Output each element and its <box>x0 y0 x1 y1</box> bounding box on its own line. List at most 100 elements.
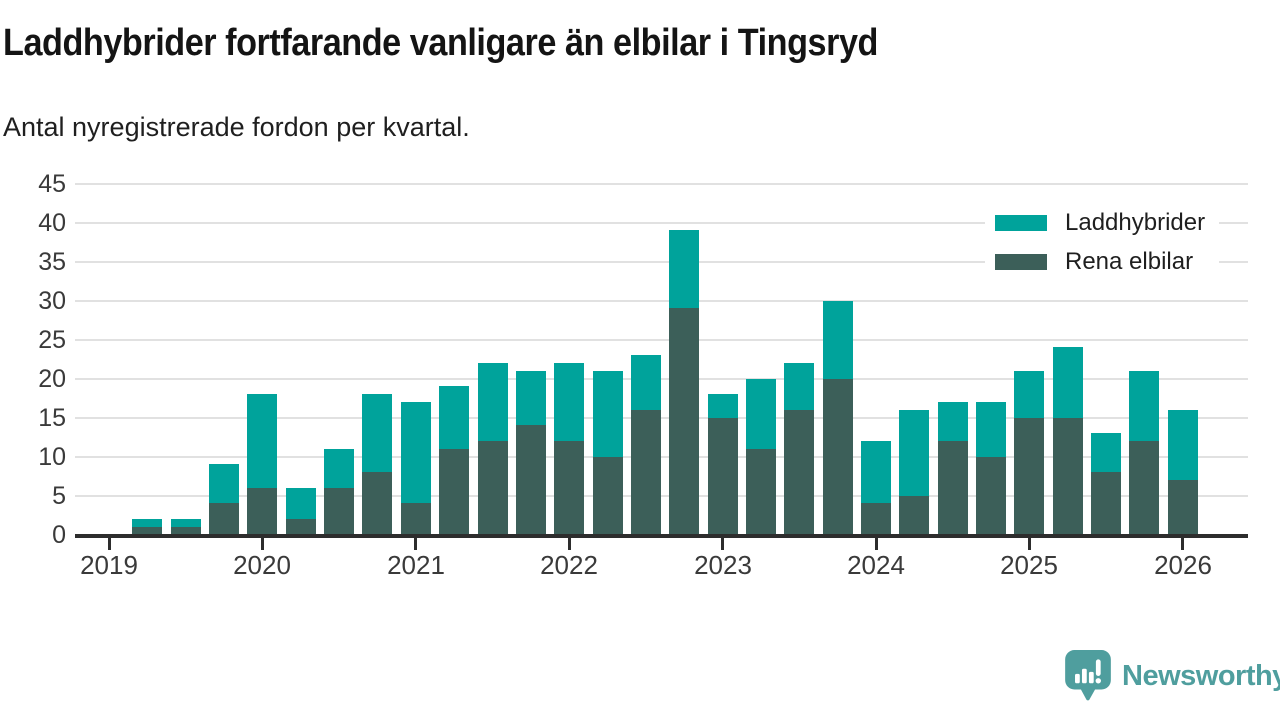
bar-2025-Q1-laddhybrider <box>1014 371 1044 418</box>
bar-2024-Q4-laddhybrider <box>976 402 1006 457</box>
gridline-y-20 <box>75 378 1248 380</box>
bar-2020-Q3-rena-elbilar <box>324 488 354 537</box>
x-axis-label-2025: 2025 <box>1000 550 1058 580</box>
y-axis-label-30: 30 <box>38 287 66 315</box>
bar-2022-Q2-rena-elbilar <box>593 457 623 537</box>
y-axis-label-5: 5 <box>52 482 66 510</box>
bar-2021-Q2-laddhybrider <box>439 386 469 449</box>
x-axis-label-2024: 2024 <box>847 550 905 580</box>
bar-2021-Q1-rena-elbilar <box>401 503 431 537</box>
x-axis-label-2022: 2022 <box>540 550 598 580</box>
bar-2022-Q4-laddhybrider <box>669 230 699 308</box>
bar-2024-Q1-laddhybrider <box>861 441 891 503</box>
y-axis-label-10: 10 <box>38 443 66 471</box>
bar-2021-Q4-laddhybrider <box>516 371 546 425</box>
x-axis-label-2023: 2023 <box>694 550 752 580</box>
brand-name: Newsworthy <box>1122 659 1280 692</box>
legend-label-laddhybrider: Laddhybrider <box>1065 209 1206 236</box>
x-tick-2025 <box>1028 537 1031 550</box>
y-axis-label-35: 35 <box>38 248 66 276</box>
bar-2023-Q2-rena-elbilar <box>746 449 776 537</box>
bar-2024-Q3-laddhybrider <box>938 402 968 441</box>
chart-title: Laddhybrider fortfarande vanligare än el… <box>3 22 878 64</box>
bar-2021-Q3-rena-elbilar <box>478 441 508 537</box>
legend: Laddhybrider Rena elbilar <box>985 200 1220 287</box>
legend-label-rena-elbilar: Rena elbilar <box>1065 248 1194 275</box>
gridline-y-5 <box>75 495 1248 497</box>
bar-2020-Q3-laddhybrider <box>324 449 354 488</box>
x-tick-2019 <box>108 537 111 550</box>
legend-swatch-laddhybrider <box>995 215 1047 231</box>
bar-2024-Q3-rena-elbilar <box>938 441 968 537</box>
bar-2025-Q3-laddhybrider <box>1091 433 1121 472</box>
x-tick-2020 <box>261 537 264 550</box>
bar-2020-Q1-rena-elbilar <box>247 488 277 537</box>
newsworthy-icon <box>1065 650 1111 701</box>
chart-subtitle: Antal nyregistrerade fordon per kvartal. <box>3 112 470 142</box>
x-axis-label-2026: 2026 <box>1154 550 1212 580</box>
y-axis-label-0: 0 <box>52 521 66 549</box>
x-tick-2024 <box>875 537 878 550</box>
gridline-y-30 <box>75 300 1248 302</box>
bar-2019-Q2-rena-elbilar <box>132 527 162 537</box>
bar-2019-Q2-laddhybrider <box>132 519 162 527</box>
bar-2021-Q4-rena-elbilar <box>516 425 546 537</box>
bar-2025-Q3-rena-elbilar <box>1091 472 1121 537</box>
y-axis-label-15: 15 <box>38 404 66 432</box>
bar-2020-Q4-laddhybrider <box>362 394 392 472</box>
bar-2023-Q1-laddhybrider <box>708 394 738 418</box>
bar-2023-Q4-rena-elbilar <box>823 379 853 537</box>
gridline-y-35 <box>75 261 1248 263</box>
bar-2025-Q4-laddhybrider <box>1129 371 1159 441</box>
bar-2024-Q2-rena-elbilar <box>899 496 929 537</box>
bar-2022-Q3-laddhybrider <box>631 355 661 410</box>
x-tick-2022 <box>568 537 571 550</box>
bar-2019-Q3-rena-elbilar <box>171 527 201 537</box>
gridline-y-25 <box>75 339 1248 341</box>
bar-2019-Q3-laddhybrider <box>171 519 201 527</box>
bar-2020-Q4-rena-elbilar <box>362 472 392 537</box>
bar-2024-Q4-rena-elbilar <box>976 457 1006 537</box>
bar-2020-Q1-laddhybrider <box>247 394 277 488</box>
bar-2021-Q3-laddhybrider <box>478 363 508 441</box>
x-tick-2023 <box>721 537 724 550</box>
bar-2023-Q3-laddhybrider <box>784 363 814 410</box>
gridline-y-10 <box>75 456 1248 458</box>
bar-2022-Q2-laddhybrider <box>593 371 623 457</box>
legend-item-laddhybrider: Laddhybrider <box>995 210 1205 236</box>
x-axis-label-2019: 2019 <box>80 550 138 580</box>
bar-2026-Q1-rena-elbilar <box>1168 480 1198 537</box>
y-axis-label-25: 25 <box>38 326 66 354</box>
bar-2025-Q2-laddhybrider <box>1053 347 1083 418</box>
bar-2025-Q1-rena-elbilar <box>1014 418 1044 537</box>
bar-2022-Q4-rena-elbilar <box>669 308 699 537</box>
x-tick-2026 <box>1181 537 1184 550</box>
bar-2020-Q2-laddhybrider <box>286 488 316 519</box>
legend-swatch-rena-elbilar <box>995 254 1047 270</box>
bar-2023-Q1-rena-elbilar <box>708 418 738 537</box>
bar-2022-Q1-laddhybrider <box>554 363 584 441</box>
bar-2023-Q2-laddhybrider <box>746 379 776 449</box>
bar-2019-Q4-laddhybrider <box>209 464 239 503</box>
x-tick-2021 <box>414 537 417 550</box>
bar-2021-Q1-laddhybrider <box>401 402 431 503</box>
bar-2023-Q3-rena-elbilar <box>784 410 814 537</box>
bar-2019-Q4-rena-elbilar <box>209 503 239 537</box>
bar-2025-Q4-rena-elbilar <box>1129 441 1159 537</box>
y-axis-label-40: 40 <box>38 209 66 237</box>
bar-2022-Q3-rena-elbilar <box>631 410 661 537</box>
bar-2024-Q1-rena-elbilar <box>861 503 891 537</box>
bar-2026-Q1-laddhybrider <box>1168 410 1198 480</box>
gridline-y-40 <box>75 222 1248 224</box>
bar-2025-Q2-rena-elbilar <box>1053 418 1083 537</box>
y-axis-label-45: 45 <box>38 170 66 198</box>
x-axis-line <box>75 534 1248 538</box>
x-axis-label-2021: 2021 <box>387 550 445 580</box>
brand-logo: Newsworthy <box>1064 648 1280 704</box>
bar-2020-Q2-rena-elbilar <box>286 519 316 537</box>
y-axis-label-20: 20 <box>38 365 66 393</box>
legend-item-rena-elbilar: Rena elbilar <box>995 249 1205 275</box>
bar-2023-Q4-laddhybrider <box>823 301 853 379</box>
